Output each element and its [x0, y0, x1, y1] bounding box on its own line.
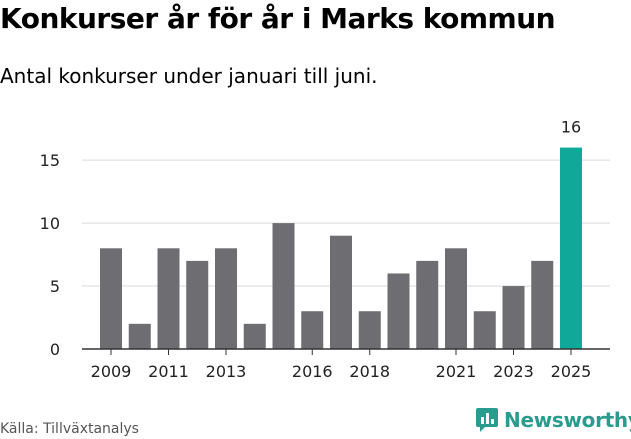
bar-chart: 0 5 10 15 16 2009 2011 2013 2016 2018 2021 2023 2025 — [40, 118, 610, 381]
y-tick-label: 10 — [40, 214, 60, 233]
bar — [272, 223, 295, 349]
x-tick-label: 2016 — [292, 362, 333, 381]
newsworthy-logo: Newsworthy — [476, 408, 631, 432]
bar — [243, 323, 266, 349]
source-note: Källa: Tillväxtanalys — [0, 421, 139, 437]
bar — [301, 311, 324, 349]
bar — [215, 248, 237, 349]
newsworthy-logo-icon — [476, 408, 498, 432]
x-tick-label: 2018 — [349, 362, 390, 381]
bar — [445, 248, 467, 349]
bar — [473, 311, 496, 349]
bar — [387, 273, 410, 349]
bar — [157, 248, 180, 349]
x-tick-label: 2023 — [493, 362, 534, 381]
bar — [358, 311, 381, 349]
bar-highlight — [560, 147, 582, 349]
chart-title: Konkurser år för år i Marks kommun — [0, 2, 556, 35]
y-tick-label: 5 — [50, 277, 60, 296]
bar — [416, 260, 439, 349]
bar — [531, 260, 554, 349]
y-tick-label: 0 — [50, 340, 60, 359]
x-tick-label: 2013 — [206, 362, 247, 381]
bar — [502, 286, 525, 349]
y-tick-label: 15 — [40, 151, 60, 170]
brand-name: Newsworthy — [504, 408, 631, 432]
x-tick-label: 2021 — [436, 362, 477, 381]
x-tick-label: 2009 — [91, 362, 132, 381]
bar — [100, 248, 122, 349]
data-label: 16 — [561, 118, 581, 137]
bar — [128, 323, 151, 349]
bar — [330, 235, 352, 349]
x-tick-label: 2011 — [148, 362, 189, 381]
bar — [186, 260, 209, 349]
x-tick-label: 2025 — [551, 362, 592, 381]
chart-subtitle: Antal konkurser under januari till juni. — [0, 64, 378, 88]
